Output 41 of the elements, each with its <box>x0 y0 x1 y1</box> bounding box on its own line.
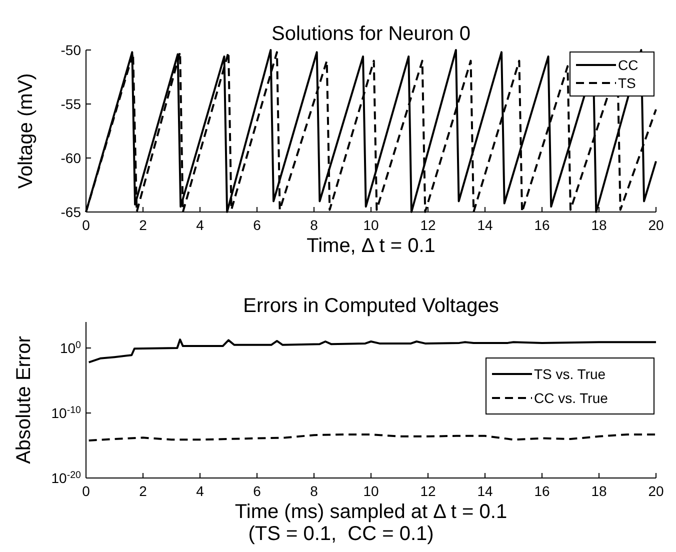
x-tick-label: 12 <box>420 483 436 499</box>
y-tick-label: -50 <box>60 42 82 58</box>
x-tick-label: 20 <box>648 217 664 233</box>
x-tick-label: 10 <box>363 483 379 499</box>
x-tick-label: 18 <box>591 217 607 233</box>
y-tick-label: -65 <box>60 204 82 220</box>
legend-label: CC <box>618 57 638 73</box>
y-axis-title: Absolute Error <box>13 336 35 464</box>
x-tick-label: 16 <box>534 483 550 499</box>
x-tick-label: 12 <box>420 217 436 233</box>
x-axis-title: Time (ms) sampled at Δ t = 0.1 <box>234 501 508 523</box>
text: (TS = 0.1, CC = 0.1) <box>248 523 434 545</box>
x-tick-label: 14 <box>477 217 493 233</box>
x-tick-label: 20 <box>648 483 664 499</box>
x-tick-label: 2 <box>139 217 148 233</box>
y-tick-label: -60 <box>60 150 82 166</box>
y-tick-label: 10$^{-10}$ <box>51 404 82 421</box>
x-tick-label: 0 <box>82 483 90 499</box>
x-tick-label: 8 <box>310 217 318 233</box>
legend-label: TS <box>618 75 636 91</box>
x-tick-label: 4 <box>196 483 204 499</box>
y-tick-label: -55 <box>60 96 82 112</box>
line-series <box>88 338 657 364</box>
x-tick-label: 6 <box>253 483 262 499</box>
x-tick-label: 14 <box>477 483 493 499</box>
x-tick-label: 16 <box>534 217 550 233</box>
x-axis-title: Time, Δ t = 0.1 <box>306 235 436 257</box>
x-tick-label: 8 <box>310 483 318 499</box>
legend-label: CC vs. True <box>534 390 608 406</box>
chart-title: Errors in Computed Voltages <box>243 295 499 317</box>
x-tick-label: 4 <box>196 217 204 233</box>
legend-label: TS vs. True <box>534 366 606 382</box>
y-tick-label: 10$^{0}$ <box>60 340 82 356</box>
x-tick-label: 10 <box>363 217 379 233</box>
x-tick-label: 6 <box>253 217 262 233</box>
y-tick-label: 10$^{-20}$ <box>51 470 82 486</box>
x-tick-label: 2 <box>139 483 148 499</box>
y-axis-title: Voltage (mV) <box>15 73 37 189</box>
chart-title: Solutions for Neuron 0 <box>271 23 471 45</box>
x-tick-label: 18 <box>591 483 607 499</box>
x-tick-label: 0 <box>82 217 90 233</box>
